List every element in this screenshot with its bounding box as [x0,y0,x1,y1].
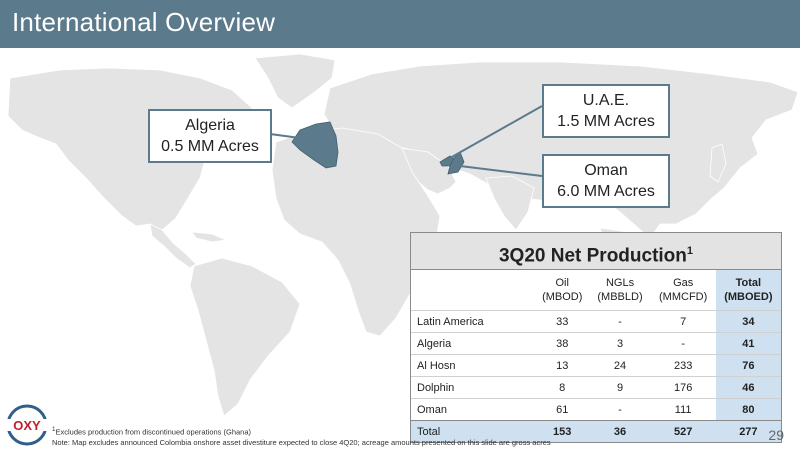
cell-total: 80 [715,398,781,421]
cell-gas: - [650,332,716,355]
table-row: Dolphin 8 9 176 46 [411,376,781,399]
cell-total: 46 [715,376,781,399]
production-table: 3Q20 Net Production1 Oil (MBOD) NGLs (MBBL… [410,232,782,443]
footnote-1-text: Excludes production from discontinued op… [55,427,252,437]
row-label: Al Hosn [411,354,535,377]
footnotes: 1Excludes production from discontinued o… [52,425,551,448]
callout-algeria: Algeria 0.5 MM Acres [148,109,272,163]
total-ngls: 36 [589,420,651,442]
cell-ngls: 3 [589,332,651,355]
header-gas-unit: (MMCFD) [659,291,708,303]
header-total-unit: (MBOED) [724,291,773,303]
row-label: Latin America [411,310,535,333]
production-table-title: 3Q20 Net Production1 [411,233,781,270]
table-row: Algeria 38 3 - 41 [411,332,781,355]
cell-ngls: - [589,310,651,333]
callout-algeria-acres: 0.5 MM Acres [161,138,259,155]
cell-oil: 8 [535,376,590,399]
cell-gas: 7 [650,310,716,333]
header-ngls-name: NGLs [605,277,635,289]
row-label: Oman [411,398,535,421]
cell-oil: 13 [535,354,590,377]
footnote-1: 1Excludes production from discontinued o… [52,425,551,438]
callout-oman: Oman 6.0 MM Acres [542,154,670,208]
production-grid: Oil (MBOD) NGLs (MBBLD) Gas (MMCFD) Total (M… [411,270,781,442]
cell-gas: 233 [650,354,716,377]
land-japan [709,143,727,183]
land-caribbean [191,231,228,243]
leader-line-oman [459,165,543,177]
total-gas: 527 [650,420,716,442]
table-row: Latin America 33 - 7 34 [411,310,781,333]
cell-oil: 33 [535,310,590,333]
header-oil: Oil (MBOD) [535,270,589,311]
land-india [485,175,535,231]
header-total-name: Total [735,277,762,289]
header-blank [411,270,535,311]
row-label: Dolphin [411,376,535,399]
production-title-footnote-marker: 1 [686,245,694,257]
header-gas: Gas (MMCFD) [651,270,716,311]
callout-uae: U.A.E. 1.5 MM Acres [542,84,670,138]
table-row: Al Hosn 13 24 233 76 [411,354,781,377]
world-map [7,53,799,417]
production-title-text: 3Q20 Net Production [498,245,687,267]
callout-uae-name: U.A.E. [582,92,630,109]
slide-title: International Overview [12,7,276,37]
cell-gas: 111 [650,398,716,421]
total-oil: 153 [535,420,590,442]
country-algeria-highlight [291,121,339,169]
cell-ngls: - [589,398,651,421]
cell-oil: 61 [535,398,590,421]
logo-text: OXY [13,418,41,433]
land-south-america [189,257,301,417]
land-greenland [254,53,336,109]
land-north-america [7,67,253,231]
header-ngls-unit: (MBBLD) [597,291,643,303]
cell-ngls: 24 [589,354,651,377]
callout-oman-acres: 6.0 MM Acres [557,183,655,200]
header-gas-name: Gas [673,277,694,289]
cell-total: 34 [715,310,781,333]
leader-line-algeria [269,133,301,139]
header-oil-name: Oil [555,277,569,289]
title-bar: International Overview [0,0,800,48]
cell-total: 41 [715,332,781,355]
footnote-note: Note: Map excludes announced Colombia on… [52,437,551,447]
cell-oil: 38 [535,332,590,355]
callout-uae-acres: 1.5 MM Acres [557,113,655,130]
page-number: 29 [768,427,784,443]
header-row: Oil (MBOD) NGLs (MBBLD) Gas (MMCFD) Total (M… [411,270,781,311]
callout-algeria-name: Algeria [185,117,235,134]
land-africa [271,127,441,337]
total-label: Total [411,420,535,442]
header-oil-unit: (MBOD) [542,291,583,303]
total-row: Total 153 36 527 277 [411,420,781,442]
cell-ngls: 9 [589,376,651,399]
header-ngls: NGLs (MBBLD) [589,270,650,311]
callout-oman-name: Oman [584,162,628,179]
table-row: Oman 61 - 111 80 [411,398,781,421]
footnote-1-marker: 1 [52,426,56,433]
header-total: Total (MBOED) [715,270,781,311]
oxy-logo-icon: OXY [6,404,48,446]
total-total: 277 [715,420,781,442]
cell-gas: 176 [650,376,716,399]
row-label: Algeria [411,332,535,355]
land-central-america [149,223,197,269]
cell-total: 76 [715,354,781,377]
leader-line-uae [449,105,543,159]
